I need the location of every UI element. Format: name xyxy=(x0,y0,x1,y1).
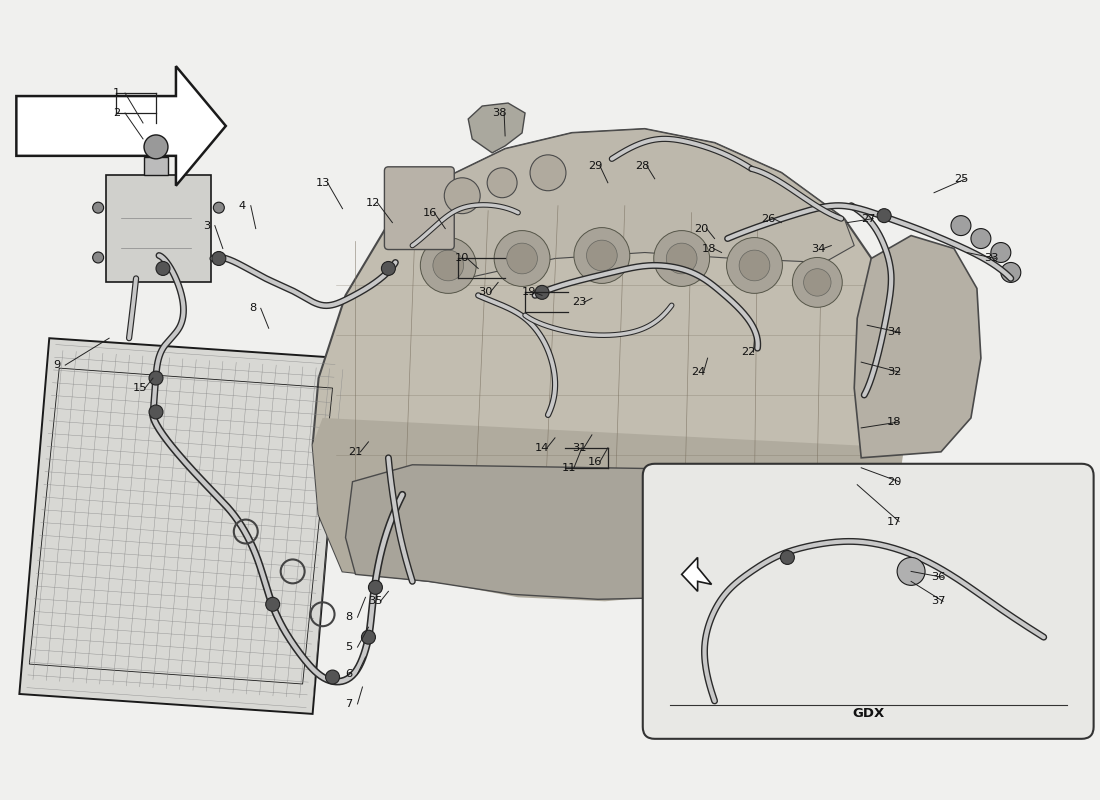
Circle shape xyxy=(212,251,226,266)
Circle shape xyxy=(792,258,843,307)
Text: 15: 15 xyxy=(133,383,147,393)
Circle shape xyxy=(213,252,224,263)
Text: 27: 27 xyxy=(861,214,876,224)
Circle shape xyxy=(433,250,463,281)
Circle shape xyxy=(535,286,549,299)
Text: 34: 34 xyxy=(887,327,902,338)
Circle shape xyxy=(144,135,168,159)
Text: 20: 20 xyxy=(694,223,710,234)
Circle shape xyxy=(420,238,476,294)
Circle shape xyxy=(92,252,103,263)
Text: 35: 35 xyxy=(368,596,383,606)
Text: 16: 16 xyxy=(587,457,603,466)
Circle shape xyxy=(804,269,830,296)
Text: 2: 2 xyxy=(113,108,120,118)
Circle shape xyxy=(326,670,340,684)
Circle shape xyxy=(444,178,481,214)
Text: 14: 14 xyxy=(535,443,549,453)
Text: 3: 3 xyxy=(202,221,210,230)
Circle shape xyxy=(877,209,891,222)
Circle shape xyxy=(92,202,103,213)
Circle shape xyxy=(780,550,794,565)
Circle shape xyxy=(898,558,925,586)
Circle shape xyxy=(1001,262,1021,282)
Text: 24: 24 xyxy=(692,367,706,377)
Text: 34: 34 xyxy=(812,243,826,254)
Circle shape xyxy=(362,630,375,644)
Circle shape xyxy=(991,242,1011,262)
Circle shape xyxy=(530,155,566,190)
Circle shape xyxy=(494,230,550,286)
Circle shape xyxy=(952,216,971,235)
Text: 7: 7 xyxy=(345,699,353,709)
Circle shape xyxy=(148,371,163,385)
Text: 29: 29 xyxy=(587,161,603,171)
Text: 37: 37 xyxy=(931,596,946,606)
Text: 8: 8 xyxy=(249,303,256,314)
Circle shape xyxy=(586,240,617,271)
Text: 16: 16 xyxy=(422,208,437,218)
Text: 8: 8 xyxy=(345,612,353,622)
Polygon shape xyxy=(20,338,342,714)
Circle shape xyxy=(574,228,630,283)
Polygon shape xyxy=(16,66,226,186)
Polygon shape xyxy=(469,103,525,153)
Text: GDX: GDX xyxy=(852,707,884,720)
FancyBboxPatch shape xyxy=(642,464,1093,739)
Circle shape xyxy=(382,262,395,275)
Text: 9: 9 xyxy=(53,360,60,370)
Polygon shape xyxy=(144,157,168,174)
Circle shape xyxy=(667,243,697,274)
Text: 18: 18 xyxy=(887,417,902,427)
Text: 30: 30 xyxy=(478,287,493,298)
Circle shape xyxy=(971,229,991,249)
Circle shape xyxy=(739,250,770,281)
Text: 5: 5 xyxy=(345,642,353,652)
Text: 6: 6 xyxy=(345,669,353,679)
Circle shape xyxy=(727,238,782,294)
Text: 4: 4 xyxy=(239,201,246,210)
Circle shape xyxy=(368,580,383,594)
Text: 17: 17 xyxy=(887,517,902,526)
Text: 19: 19 xyxy=(522,287,537,298)
Text: 21: 21 xyxy=(349,447,363,457)
Polygon shape xyxy=(416,129,855,278)
Polygon shape xyxy=(682,558,712,591)
Polygon shape xyxy=(312,129,904,594)
Circle shape xyxy=(507,243,538,274)
Circle shape xyxy=(653,230,710,286)
Text: 11: 11 xyxy=(562,462,576,473)
Circle shape xyxy=(156,262,170,275)
Text: 23: 23 xyxy=(572,298,586,307)
Polygon shape xyxy=(312,418,904,602)
Text: 32: 32 xyxy=(887,367,902,377)
Polygon shape xyxy=(345,465,881,599)
Text: 36: 36 xyxy=(931,572,945,582)
Text: 20: 20 xyxy=(887,477,902,486)
Text: 28: 28 xyxy=(635,161,649,171)
Polygon shape xyxy=(855,235,981,458)
Text: 25: 25 xyxy=(954,174,968,184)
Text: 10: 10 xyxy=(455,254,470,263)
Text: 31: 31 xyxy=(572,443,586,453)
Text: 26: 26 xyxy=(761,214,776,224)
Circle shape xyxy=(148,405,163,419)
Text: 13: 13 xyxy=(316,178,330,188)
Circle shape xyxy=(487,168,517,198)
Text: 12: 12 xyxy=(365,198,380,208)
Text: 18: 18 xyxy=(702,243,716,254)
Text: 22: 22 xyxy=(741,347,756,357)
FancyBboxPatch shape xyxy=(106,174,211,282)
Text: 38: 38 xyxy=(492,108,507,118)
Text: 1: 1 xyxy=(113,88,120,98)
Text: 33: 33 xyxy=(983,254,999,263)
Circle shape xyxy=(213,202,224,213)
Circle shape xyxy=(266,598,279,611)
FancyBboxPatch shape xyxy=(384,167,454,250)
